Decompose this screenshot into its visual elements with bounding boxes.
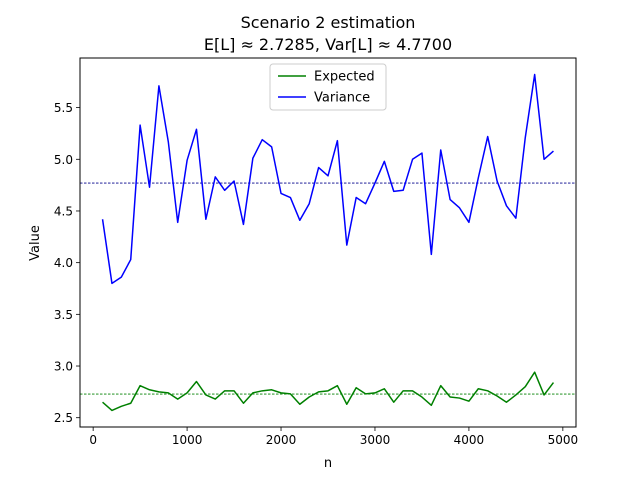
y-axis-label: Value (28, 225, 43, 261)
legend: Expected Variance (269, 63, 387, 111)
y-tick-label: 4.5 (54, 204, 73, 218)
x-axis: 0 1000 2000 3000 4000 5000 (89, 427, 578, 447)
legend-label-variance: Variance (314, 91, 370, 106)
chart-title: Scenario 2 estimation (241, 13, 416, 32)
x-tick-label: 0 (89, 433, 97, 447)
legend-label-expected: Expected (314, 70, 375, 85)
y-tick-label: 3.5 (54, 308, 73, 322)
y-tick-label: 4.0 (54, 256, 73, 270)
x-tick-label: 2000 (266, 433, 297, 447)
y-tick-label: 5.0 (54, 153, 73, 167)
series-line-expected (102, 371, 555, 412)
x-axis-label: n (324, 456, 332, 471)
y-tick-label: 2.5 (54, 411, 73, 425)
x-tick-label: 5000 (548, 433, 579, 447)
y-tick-label: 3.0 (54, 360, 73, 374)
plot-frame (79, 57, 577, 428)
chart-subtitle: E[L] ≈ 2.7285, Var[L] ≈ 4.7700 (204, 35, 452, 54)
x-tick-label: 1000 (172, 433, 203, 447)
series-line-variance (101, 73, 554, 285)
y-axis: 2.5 3.0 3.5 4.0 4.5 5.0 5.5 (54, 101, 80, 425)
x-tick-label: 3000 (360, 433, 391, 447)
y-tick-label: 5.5 (54, 101, 73, 115)
x-tick-label: 4000 (454, 433, 485, 447)
reference-lines (80, 182, 576, 395)
series-layer (101, 73, 555, 412)
